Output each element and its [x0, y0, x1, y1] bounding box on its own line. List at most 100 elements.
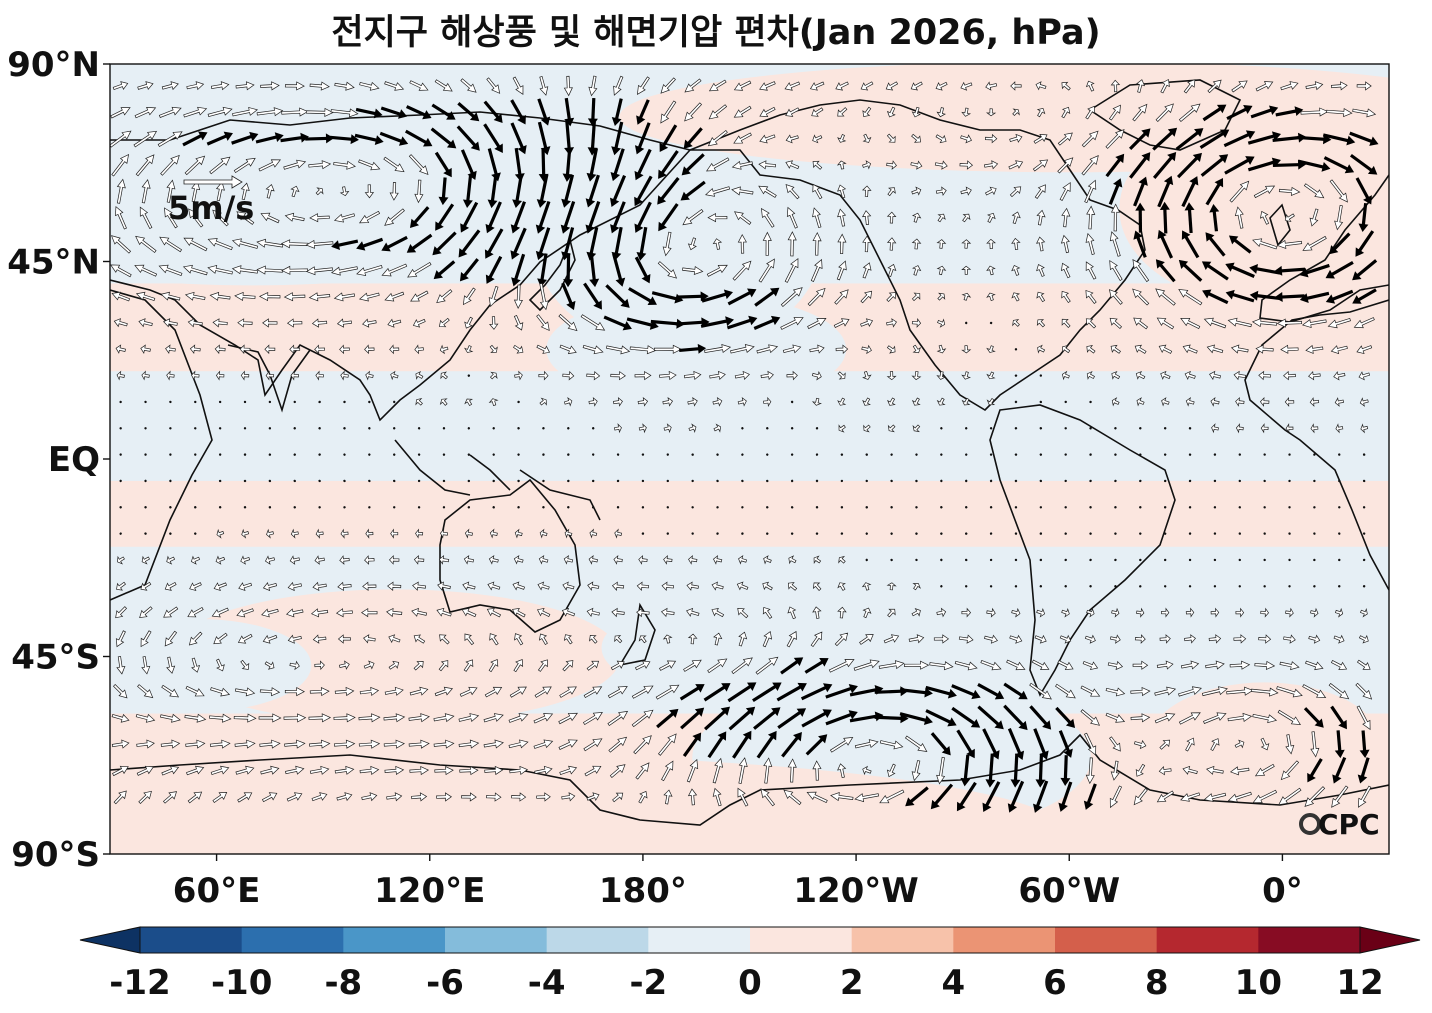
wind-vector-arrow — [659, 370, 677, 381]
wind-vector — [862, 106, 872, 118]
wind-vector — [111, 153, 130, 177]
wind-vector-arrow — [140, 581, 152, 591]
wind-vector-arrow — [1130, 713, 1151, 723]
wind-vector-arrow — [738, 555, 748, 565]
wind-vector-arrow — [414, 344, 424, 355]
wind-vector — [837, 134, 847, 143]
wind-vector-arrow — [390, 528, 399, 539]
wind-vector-head — [636, 251, 647, 261]
wind-vector — [676, 291, 709, 302]
wind-vector — [139, 206, 153, 230]
wind-vector — [412, 318, 426, 328]
wind-vector — [683, 127, 703, 149]
wind-vector — [1062, 370, 1070, 381]
wind-vector — [899, 712, 933, 726]
wind-vector-arrow — [216, 528, 225, 539]
wind-vector-arrow — [1330, 81, 1348, 91]
wind-vector-shaft — [907, 786, 929, 805]
wind-vector-head — [723, 289, 733, 300]
wind-vector-arrow — [438, 555, 450, 565]
wind-vector-arrow — [308, 160, 332, 170]
wind-vector-arrow — [1235, 396, 1245, 407]
wind-vector — [1160, 78, 1170, 94]
wind-vector-arrow — [912, 424, 921, 433]
logo-mark — [1299, 813, 1321, 835]
x-axis: 60°E 120°E 180° 120°W 60°W 0° — [173, 854, 1303, 911]
wind-vector-arrow — [657, 733, 677, 756]
wind-vector — [951, 684, 981, 700]
wind-vector — [286, 608, 304, 618]
wind-vector-shaft — [562, 200, 576, 231]
wind-vector-dot — [1188, 506, 1192, 509]
wind-vector — [1159, 201, 1170, 234]
colorbar-segment — [546, 927, 649, 953]
wind-vector — [937, 292, 946, 301]
wind-vector — [1178, 103, 1201, 122]
wind-vector-shaft — [977, 705, 1002, 728]
wind-vector-arrow — [213, 632, 228, 645]
wind-vector-arrow — [559, 344, 577, 355]
wind-vector-arrow — [412, 318, 426, 328]
wind-vector — [1188, 479, 1192, 483]
wind-vector — [1263, 585, 1266, 588]
wind-vector-head — [1299, 267, 1309, 278]
wind-vector-head — [517, 144, 527, 155]
wind-vector — [464, 316, 473, 329]
wind-vector — [169, 479, 172, 483]
wind-vector-dot — [741, 506, 744, 509]
wind-vector — [1288, 453, 1291, 456]
wind-vector-arrow — [160, 739, 181, 749]
wind-vector — [705, 157, 730, 172]
wind-vector-shaft — [683, 153, 705, 174]
wind-vector — [284, 81, 305, 91]
wind-vector-dot — [1213, 453, 1217, 456]
wind-vector — [1327, 318, 1351, 329]
wind-vector — [1135, 79, 1146, 93]
wind-vector-head — [485, 223, 495, 234]
wind-vector — [716, 506, 719, 509]
wind-vector-arrow — [637, 397, 649, 407]
wind-vector — [911, 106, 921, 118]
wind-vector-arrow — [912, 583, 921, 591]
wind-vector — [110, 107, 131, 119]
wind-vector — [1105, 687, 1126, 697]
wind-vector-arrow — [633, 735, 652, 755]
wind-vector-arrow — [784, 257, 799, 283]
wind-vector-arrow — [1108, 289, 1123, 305]
wind-vector — [537, 581, 550, 591]
wind-vector-arrow — [210, 81, 230, 91]
wind-vector-arrow — [707, 658, 728, 674]
wind-vector — [438, 317, 450, 328]
wind-vector — [936, 265, 947, 276]
wind-vector — [1033, 134, 1048, 144]
wind-vector — [318, 479, 321, 483]
wind-vector — [936, 344, 947, 354]
wind-vector-arrow — [683, 659, 702, 672]
wind-vector — [982, 728, 1000, 760]
wind-vector-arrow — [387, 581, 402, 591]
wind-vector — [738, 757, 748, 784]
wind-vector — [989, 427, 993, 430]
wind-vector — [1305, 660, 1324, 671]
wind-vector-dot — [741, 453, 744, 456]
wind-vector-arrow — [191, 180, 201, 203]
wind-vector — [986, 238, 996, 250]
wind-vector-arrow — [708, 79, 727, 92]
wind-vector-arrow — [1084, 732, 1097, 756]
wind-vector — [930, 732, 951, 756]
wind-vector — [406, 233, 433, 253]
wind-vector — [616, 506, 620, 509]
wind-vector — [986, 371, 996, 380]
wind-vector-arrow — [116, 581, 126, 591]
wind-vector-dot — [1362, 479, 1366, 483]
wind-vector — [937, 318, 946, 328]
wind-vector-arrow — [386, 607, 403, 618]
wind-vector-dot — [915, 558, 918, 562]
wind-vector-dot — [467, 506, 471, 509]
wind-vector-head — [1321, 162, 1331, 172]
wind-vector-shaft — [703, 708, 729, 731]
wind-vector — [731, 186, 754, 196]
wind-vector — [243, 400, 247, 404]
wind-vector-arrow — [783, 789, 802, 806]
wind-vector — [358, 159, 381, 171]
